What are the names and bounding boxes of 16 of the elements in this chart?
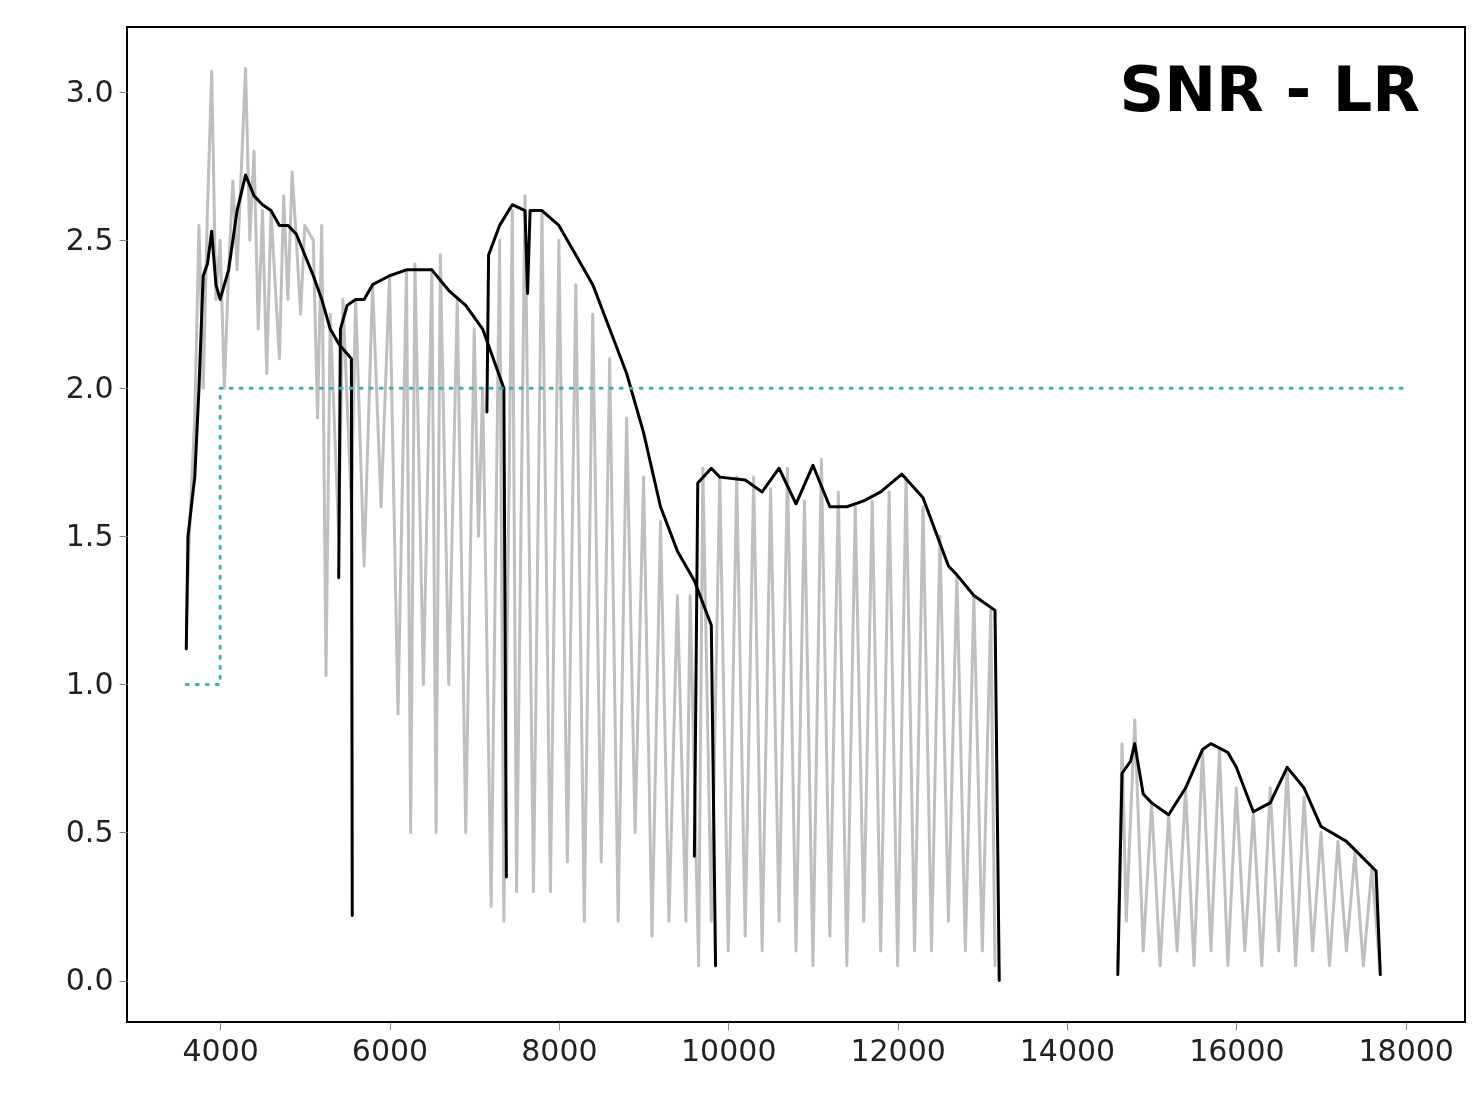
x-tick-label: 10000 [681, 1032, 777, 1068]
x-tick-label: 16000 [1189, 1032, 1285, 1068]
x-tick-label: 8000 [521, 1032, 598, 1068]
y-tick-label: 0.0 [65, 962, 114, 998]
x-tick-label: 18000 [1358, 1032, 1454, 1068]
x-tick-label: 14000 [1019, 1032, 1116, 1068]
y-tick-label: 0.5 [65, 813, 114, 849]
y-tick-label: 2.0 [65, 369, 114, 405]
y-tick-label: 1.5 [65, 517, 114, 553]
y-tick-label: 1.0 [65, 665, 114, 701]
y-tick-label: 3.0 [65, 73, 114, 109]
text: SNR - LR [1119, 53, 1420, 126]
x-tick-label: 4000 [182, 1032, 259, 1068]
x-tick-label: 6000 [351, 1032, 429, 1068]
y-tick-label: 2.5 [65, 221, 114, 257]
x-tick-label: 12000 [850, 1032, 946, 1068]
